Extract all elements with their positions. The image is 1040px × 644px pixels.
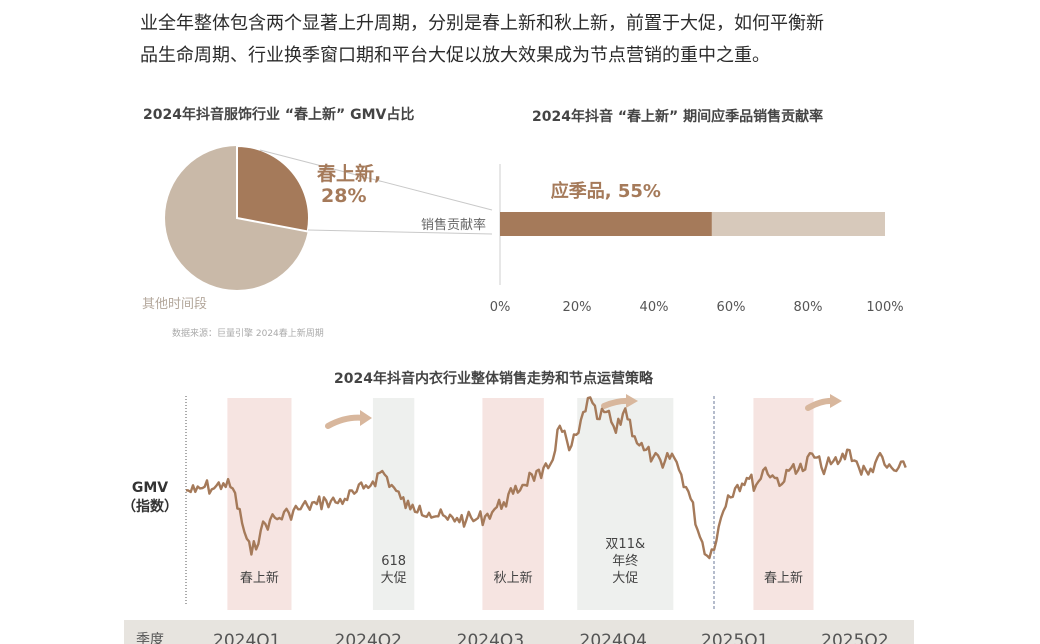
quarter-row-label: 季度 bbox=[136, 632, 164, 644]
quarter-labels: 2024Q1 2024Q2 2024Q3 2024Q4 2025Q1 2025Q2 bbox=[213, 631, 889, 644]
bar-value-fill bbox=[500, 212, 712, 236]
pie-slice-spring bbox=[236, 144, 310, 233]
line-chart-bands bbox=[227, 398, 814, 610]
pie-chart-title: 2024年抖音服饰行业 “春上新” GMV占比 bbox=[143, 107, 415, 123]
band-season bbox=[227, 398, 292, 610]
quarter-label: 2024Q4 bbox=[580, 631, 647, 644]
band-label: 秋上新 bbox=[494, 570, 533, 586]
data-source-note: 数据来源：巨量引擎 2024春上新周期 bbox=[172, 329, 324, 339]
bar-x-tick-label: 40% bbox=[640, 300, 669, 315]
band-label: 618 大促 bbox=[381, 554, 407, 586]
bar-x-tick-label: 20% bbox=[563, 300, 592, 315]
band-season bbox=[753, 398, 814, 610]
intro-line-2: 品生命周期、行业换季窗口期和平台大促以放大效果成为节点营销的重中之重。 bbox=[140, 45, 770, 66]
pie-slice-label: 春上新, bbox=[317, 162, 381, 185]
bar-x-tick-label: 0% bbox=[490, 300, 511, 315]
bar-chart: 销售贡献率 应季品, 55% 0% 20% 40% 60% 80% 100% bbox=[421, 164, 904, 315]
y-axis-label-line2: （指数） bbox=[122, 498, 178, 515]
quarter-label: 2025Q2 bbox=[821, 631, 888, 644]
quarter-label: 2025Q1 bbox=[701, 631, 768, 644]
band-label: 春上新 bbox=[764, 570, 803, 586]
bar-x-tick-label: 100% bbox=[866, 300, 903, 315]
intro-text: 业全年整体包含两个显著上升周期，分别是春上新和秋上新，前置于大促，如何平衡新 品… bbox=[140, 8, 920, 72]
pie-chart: 春上新, 28% 其他时间段 bbox=[142, 144, 493, 312]
quarter-label: 2024Q3 bbox=[457, 631, 524, 644]
intro-line-1: 业全年整体包含两个显著上升周期，分别是春上新和秋上新，前置于大促，如何平衡新 bbox=[140, 13, 824, 34]
pie-connector-bottom bbox=[307, 229, 493, 235]
quarter-label: 2024Q2 bbox=[335, 631, 402, 644]
pie-slice-value: 28% bbox=[321, 185, 366, 207]
band-label: 双11&年终大促 bbox=[605, 537, 645, 586]
band-label: 春上新 bbox=[240, 570, 279, 586]
bar-x-ticks: 0% 20% 40% 60% 80% 100% bbox=[490, 300, 904, 315]
trend-arrow-3-head bbox=[830, 394, 842, 408]
band-promo bbox=[577, 398, 674, 610]
band-season bbox=[482, 398, 544, 610]
pie-connector-top bbox=[259, 149, 493, 211]
trend-arrow-2-head bbox=[626, 394, 638, 408]
bar-chart-title: 2024年抖音 “春上新” 期间应季品销售贡献率 bbox=[532, 109, 824, 125]
trend-arrow-1-head bbox=[360, 410, 372, 426]
band-labels: 春上新 618 大促秋上新 双11&年终大促春上新 bbox=[240, 537, 803, 586]
bar-x-tick-label: 80% bbox=[794, 300, 823, 315]
line-chart-title: 2024年抖音内衣行业整体销售走势和节点运营策略 bbox=[334, 371, 653, 387]
quarter-label: 2024Q1 bbox=[213, 631, 280, 644]
bar-x-tick-label: 60% bbox=[717, 300, 746, 315]
line-chart: GMV （指数） 春上新 618 大促秋上新 双11&年终大促春上新 bbox=[122, 394, 907, 610]
quarter-row: 季度 2024Q1 2024Q2 2024Q3 2024Q4 2025Q1 2025Q2 bbox=[124, 620, 914, 644]
gmv-trend-line bbox=[185, 396, 907, 560]
bar-category-label: 销售贡献率 bbox=[421, 217, 486, 233]
bar-value-label: 应季品, 55% bbox=[551, 180, 661, 202]
pie-other-label: 其他时间段 bbox=[142, 297, 207, 312]
trend-arrow-1 bbox=[325, 414, 367, 429]
y-axis-label-line1: GMV bbox=[132, 480, 168, 496]
